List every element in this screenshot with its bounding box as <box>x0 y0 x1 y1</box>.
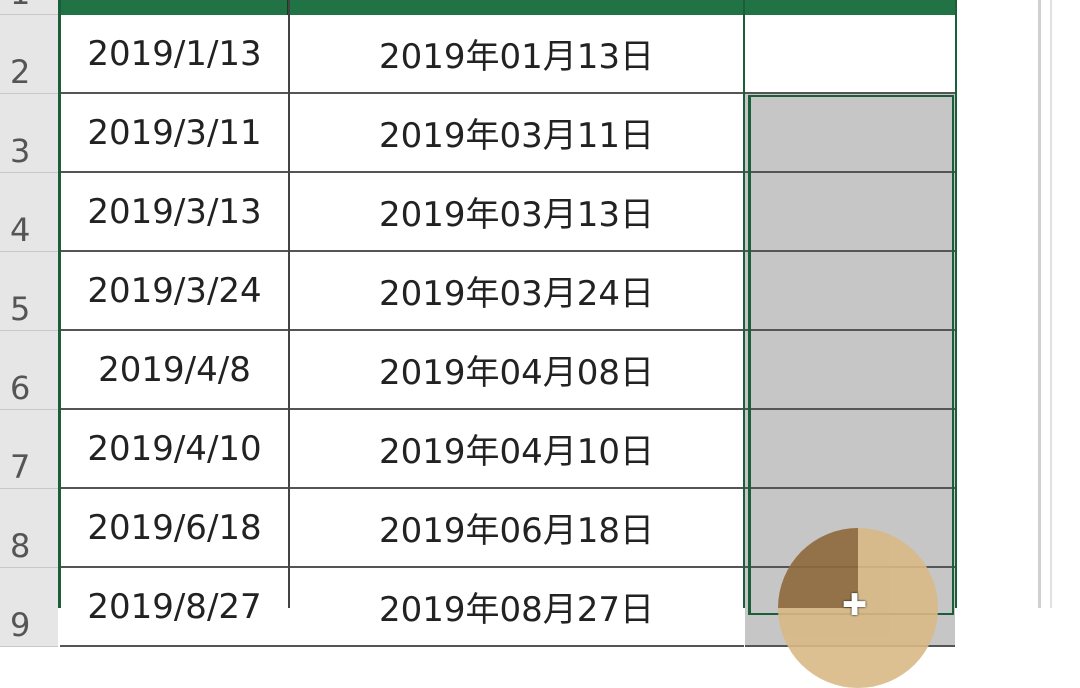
row-number: 8 <box>10 527 31 565</box>
cell-date[interactable]: 2019/3/13 <box>60 173 289 252</box>
table-right-border <box>955 0 957 608</box>
cell-formatted-date[interactable]: 2019年03月11日 <box>289 94 744 173</box>
row-header[interactable]: 2 <box>0 15 58 94</box>
cell-empty[interactable] <box>745 173 955 252</box>
row-header[interactable]: 8 <box>0 489 58 568</box>
cell-empty[interactable] <box>745 410 955 489</box>
row-number: 1 <box>10 0 30 12</box>
pane-divider <box>1050 0 1052 608</box>
cell-empty[interactable] <box>745 15 955 94</box>
row-number: 7 <box>10 448 31 486</box>
row-header[interactable]: 4 <box>0 173 58 252</box>
cell-date[interactable]: 2019/3/24 <box>60 252 289 331</box>
cell-empty[interactable] <box>745 252 955 331</box>
cell-formatted-date[interactable]: 2019年04月10日 <box>289 410 744 489</box>
cell-date[interactable]: 2019/4/8 <box>60 331 289 410</box>
table-left-border <box>58 0 61 608</box>
cell-date[interactable]: 2019/3/11 <box>60 94 289 173</box>
row-number: 9 <box>10 606 31 644</box>
cell-empty[interactable] <box>745 331 955 410</box>
scrollbar-track[interactable] <box>1038 0 1041 608</box>
row-number: 6 <box>10 369 31 407</box>
cell-date[interactable]: 2019/1/13 <box>60 15 289 94</box>
cell-date[interactable]: 2019/6/18 <box>60 489 289 568</box>
cell-date[interactable]: 2019/4/10 <box>60 410 289 489</box>
cell-formatted-date[interactable]: 2019年06月18日 <box>289 489 744 568</box>
row-number: 2 <box>10 53 31 91</box>
cell-formatted-date[interactable]: 2019年03月13日 <box>289 173 744 252</box>
row-number: 5 <box>10 290 31 328</box>
cell-formatted-date[interactable]: 2019年03月24日 <box>289 252 744 331</box>
row-header[interactable]: 5 <box>0 252 58 331</box>
row-number: 3 <box>10 132 31 170</box>
row-header[interactable]: 6 <box>0 331 58 410</box>
row-header-1[interactable]: 1 <box>0 0 58 15</box>
row-header[interactable]: 7 <box>0 410 58 489</box>
row-number: 4 <box>10 211 31 249</box>
row-header[interactable]: 3 <box>0 94 58 173</box>
column-border <box>288 0 290 608</box>
fill-handle-plus-icon: ✚ <box>842 588 868 623</box>
cell-formatted-date[interactable]: 2019年01月13日 <box>289 15 744 94</box>
cell-formatted-date[interactable]: 2019年04月08日 <box>289 331 744 410</box>
cell-empty[interactable] <box>745 94 955 173</box>
column-border <box>743 0 745 608</box>
